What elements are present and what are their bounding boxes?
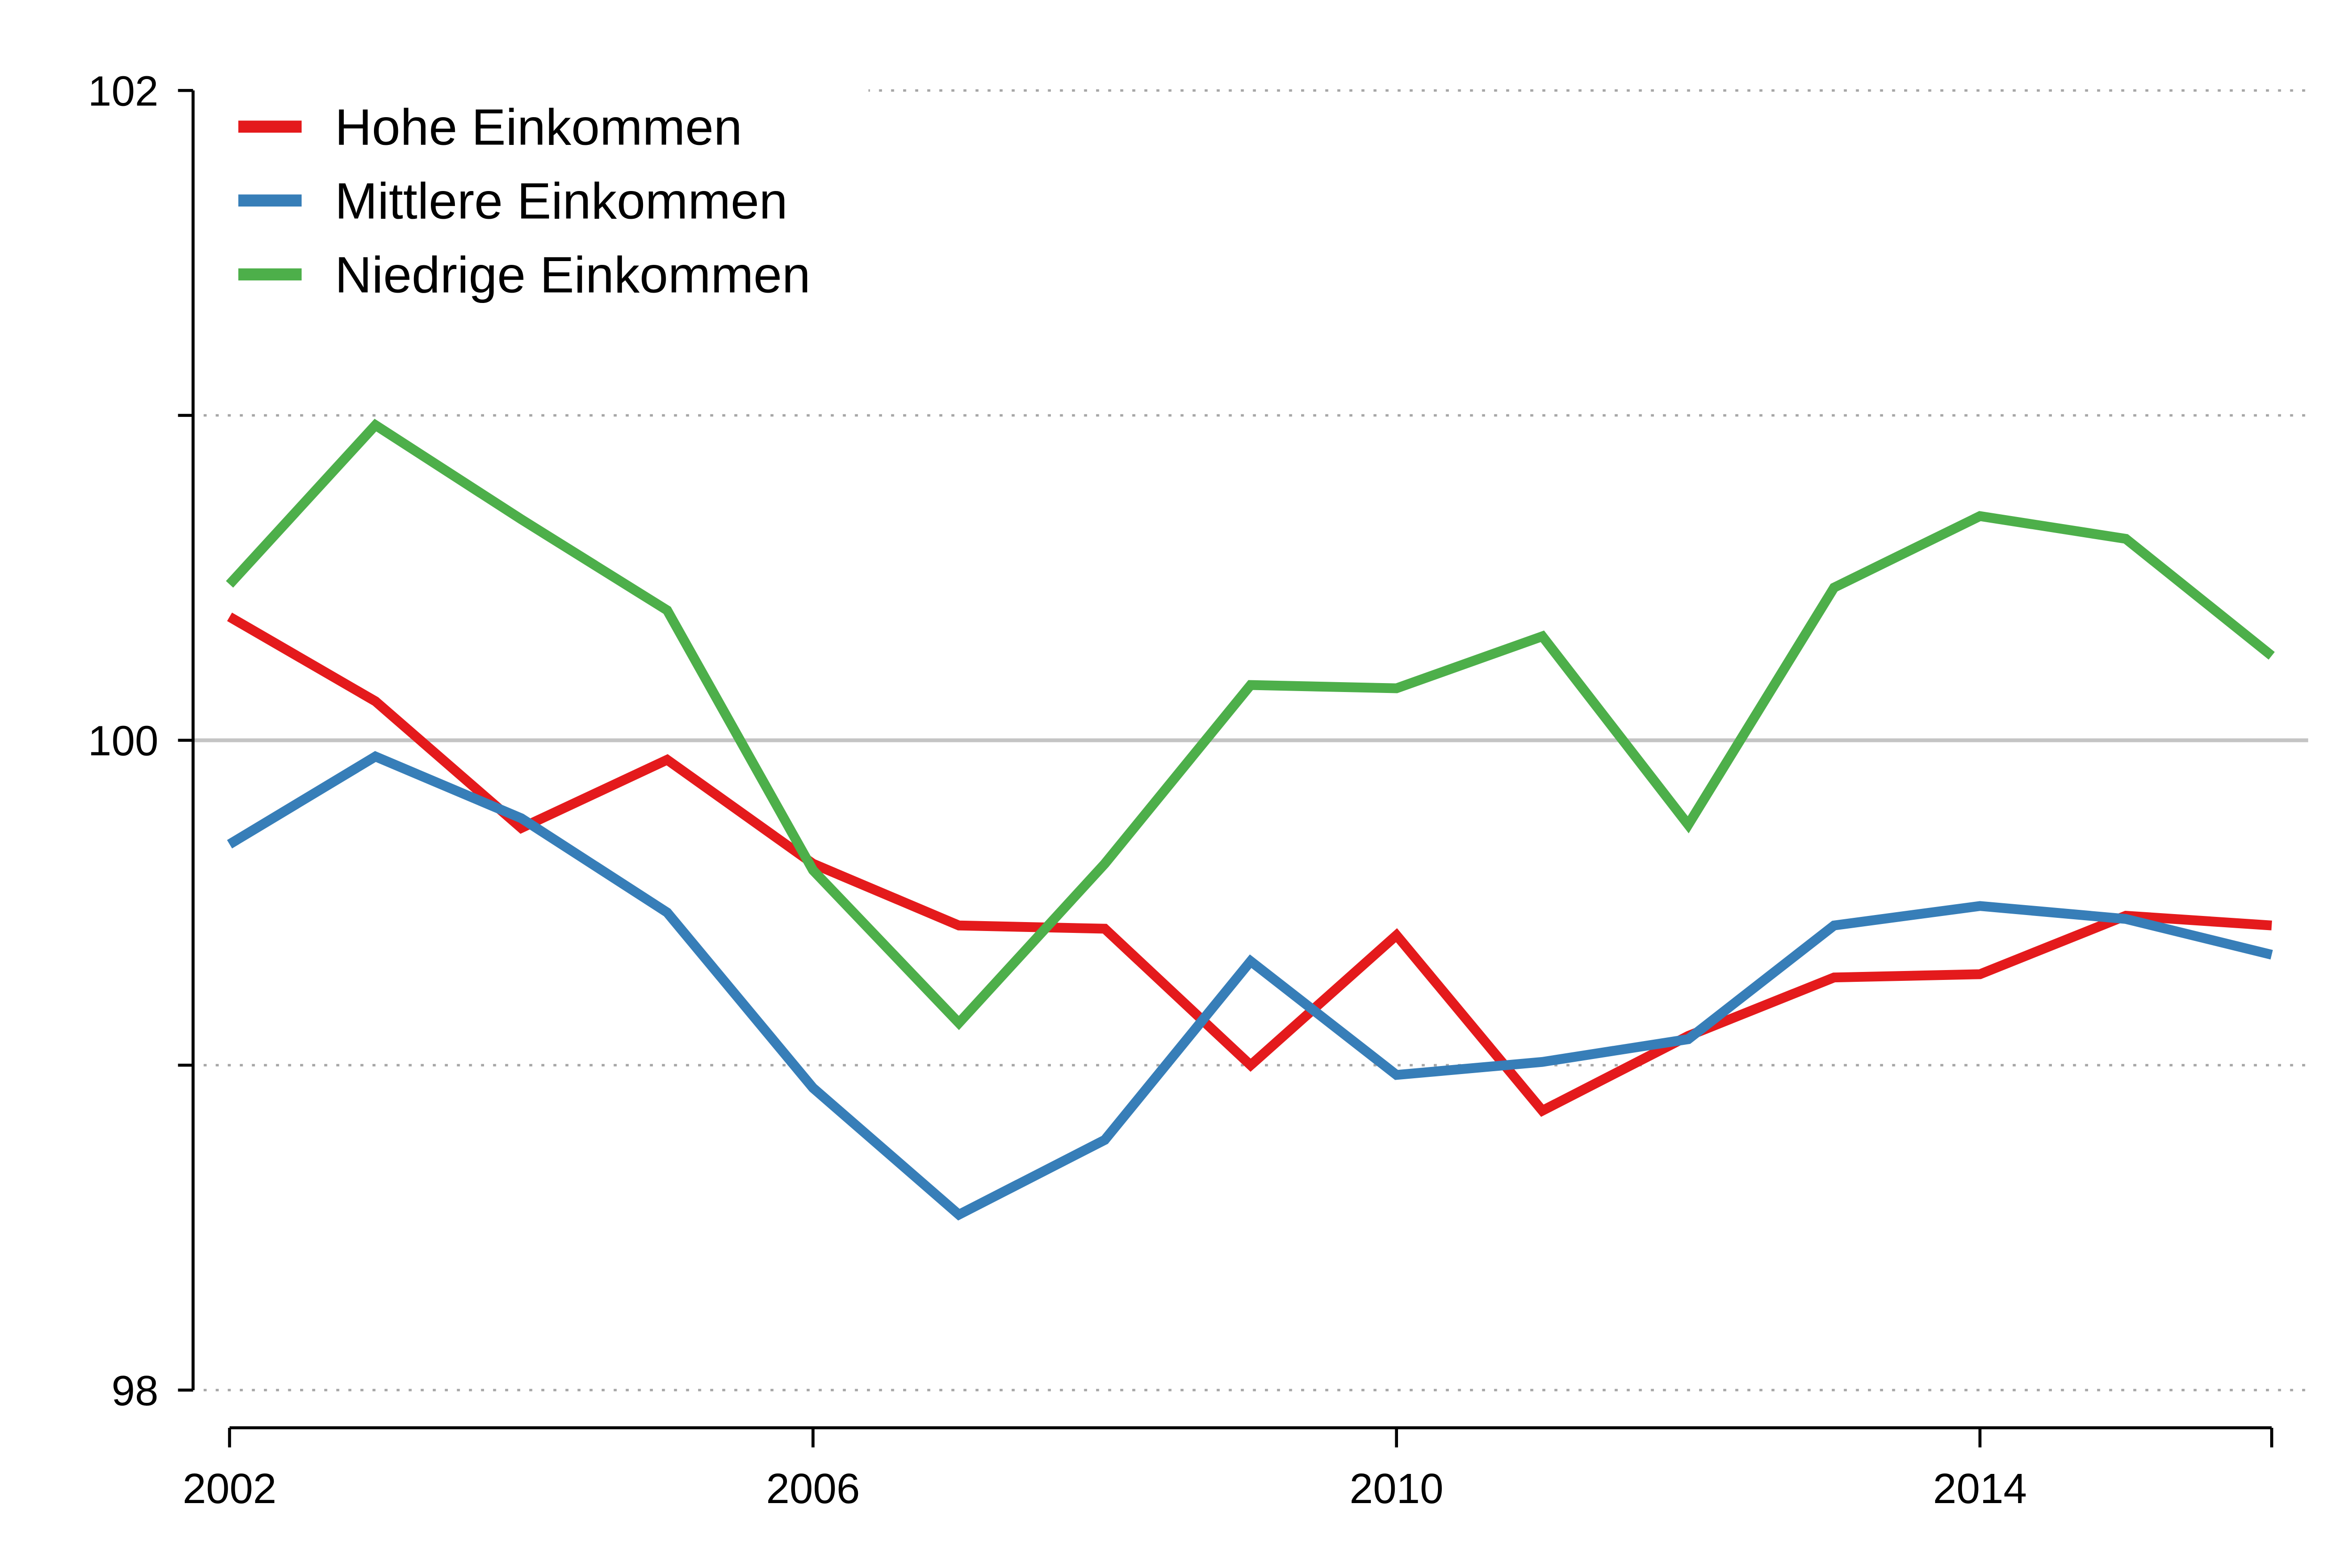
x-tick-label: 2010 bbox=[1350, 1465, 1444, 1512]
legend-entry-niedrige-einkommen: Niedrige Einkommen bbox=[238, 247, 810, 304]
series-line-niedrige-einkommen bbox=[226, 419, 2275, 1030]
legend-background bbox=[202, 57, 869, 321]
y-tick-label: 102 bbox=[88, 68, 159, 115]
legend-entry-mittlere-einkommen: Mittlere Einkommen bbox=[238, 173, 788, 230]
series-line-hohe-einkommen bbox=[227, 613, 2272, 1117]
series-lines bbox=[226, 419, 2275, 1221]
axes: 98 100 102 2002 2006 2010 2014 bbox=[88, 68, 2273, 1512]
x-tick-label: 2006 bbox=[766, 1465, 860, 1512]
legend-label-hohe-einkommen: Hohe Einkommen bbox=[335, 99, 742, 156]
legend-entry-hohe-einkommen: Hohe Einkommen bbox=[238, 99, 742, 156]
y-tick-label: 100 bbox=[88, 718, 159, 765]
legend-label-niedrige-einkommen: Niedrige Einkommen bbox=[335, 247, 810, 304]
series-line-mittlere-einkommen bbox=[227, 751, 2273, 1221]
legend: Hohe Einkommen Mittlere Einkommen Niedri… bbox=[238, 99, 810, 304]
legend-label-mittlere-einkommen: Mittlere Einkommen bbox=[335, 173, 788, 230]
x-tick-label: 2002 bbox=[183, 1465, 277, 1512]
x-tick-label: 2014 bbox=[1933, 1465, 2027, 1512]
y-tick-label: 98 bbox=[111, 1368, 159, 1415]
